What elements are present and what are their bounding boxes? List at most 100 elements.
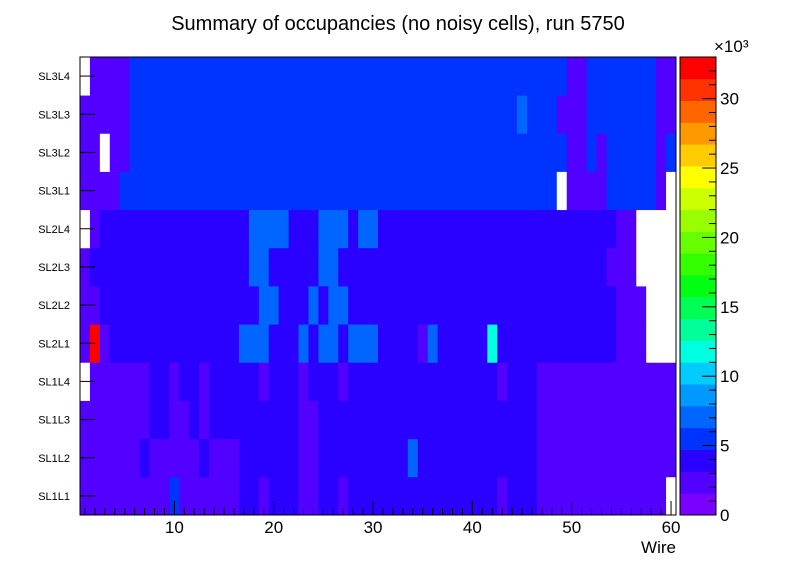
heatmap-cell bbox=[119, 438, 131, 478]
heatmap-cell bbox=[358, 95, 369, 134]
heatmap-cell bbox=[368, 476, 379, 516]
heatmap-cell bbox=[497, 362, 508, 401]
heatmap-cell bbox=[99, 171, 111, 211]
heatmap-cell bbox=[229, 476, 240, 516]
heatmap-cell bbox=[497, 438, 508, 478]
heatmap-cell bbox=[258, 133, 270, 172]
heatmap-cell bbox=[368, 209, 379, 249]
heatmap-cell bbox=[646, 400, 657, 440]
heatmap-cell bbox=[229, 57, 240, 96]
heatmap-cell bbox=[119, 476, 131, 516]
heatmap-cell bbox=[278, 95, 289, 134]
heatmap-cell bbox=[407, 476, 419, 516]
heatmap-cell bbox=[586, 286, 597, 325]
heatmap-cell bbox=[636, 362, 647, 401]
heatmap-cell bbox=[586, 57, 597, 96]
heatmap-cell bbox=[596, 133, 607, 172]
heatmap-cell bbox=[288, 362, 299, 401]
heatmap-cell bbox=[626, 438, 637, 478]
heatmap-cell bbox=[497, 400, 508, 440]
heatmap-cell bbox=[378, 476, 389, 516]
heatmap-cell bbox=[487, 133, 498, 172]
heatmap-cell bbox=[278, 324, 289, 363]
x-tick-label: 60 bbox=[662, 518, 681, 537]
heatmap-cell bbox=[656, 171, 667, 211]
heatmap-cell bbox=[229, 286, 240, 325]
colorbar-tick-label: 30 bbox=[720, 90, 739, 109]
heatmap-cell bbox=[189, 209, 200, 249]
heatmap-cell bbox=[616, 95, 627, 134]
heatmap-cell bbox=[586, 95, 597, 134]
heatmap-cell bbox=[278, 247, 289, 287]
heatmap-cell bbox=[397, 286, 409, 325]
heatmap-cell bbox=[109, 57, 121, 96]
heatmap-cell bbox=[358, 476, 369, 516]
heatmap-cell bbox=[119, 362, 131, 401]
heatmap-cell bbox=[586, 362, 597, 401]
heatmap-cell bbox=[179, 171, 190, 211]
heatmap-cell bbox=[348, 476, 359, 516]
heatmap-cell bbox=[199, 286, 210, 325]
heatmap-cell bbox=[417, 476, 429, 516]
heatmap-cell bbox=[417, 57, 429, 96]
heatmap-cell bbox=[298, 400, 309, 440]
heatmap-cell bbox=[507, 57, 518, 96]
heatmap-cell bbox=[437, 171, 448, 211]
colorbar-swatch bbox=[680, 166, 716, 189]
heatmap-cell bbox=[109, 438, 121, 478]
heatmap-cell bbox=[656, 400, 667, 440]
heatmap-cell bbox=[109, 133, 121, 172]
heatmap-cell bbox=[159, 286, 170, 325]
heatmap-cell bbox=[477, 476, 488, 516]
heatmap-cell bbox=[318, 133, 329, 172]
heatmap-cell bbox=[149, 286, 160, 325]
heatmap-cell bbox=[238, 324, 250, 363]
heatmap-cell bbox=[189, 324, 200, 363]
heatmap-cell bbox=[546, 57, 558, 96]
heatmap-cell bbox=[457, 362, 468, 401]
heatmap-cell bbox=[308, 476, 319, 516]
heatmap-cell bbox=[447, 324, 458, 363]
heatmap-cell bbox=[437, 362, 448, 401]
heatmap-cell bbox=[238, 476, 250, 516]
heatmap-cell bbox=[437, 247, 448, 287]
heatmap-cell bbox=[666, 247, 677, 287]
heatmap-cell bbox=[209, 438, 220, 478]
heatmap-cell bbox=[536, 95, 548, 134]
heatmap-cell bbox=[586, 209, 597, 249]
heatmap-cell bbox=[517, 95, 528, 134]
heatmap-cell bbox=[467, 476, 478, 516]
heatmap-cell bbox=[288, 95, 299, 134]
heatmap-cell bbox=[536, 171, 548, 211]
heatmap-cell bbox=[646, 247, 657, 287]
heatmap-cell bbox=[199, 171, 210, 211]
heatmap-cell bbox=[467, 171, 478, 211]
heatmap-cell bbox=[457, 247, 468, 287]
heatmap-cell bbox=[318, 324, 329, 363]
heatmap-cell bbox=[318, 400, 329, 440]
heatmap-cell bbox=[129, 362, 140, 401]
heatmap-cell bbox=[467, 286, 478, 325]
heatmap-cell bbox=[189, 171, 200, 211]
heatmap-cell bbox=[407, 209, 419, 249]
colorbar-swatch bbox=[680, 144, 716, 167]
heatmap-cell bbox=[566, 95, 578, 134]
heatmap-cell bbox=[477, 438, 488, 478]
heatmap-cell bbox=[358, 362, 369, 401]
heatmap-cell bbox=[119, 95, 131, 134]
heatmap-cell bbox=[238, 286, 250, 325]
heatmap-cell bbox=[636, 57, 647, 96]
heatmap-cell bbox=[427, 438, 438, 478]
heatmap-cell bbox=[109, 95, 121, 134]
heatmap-cell bbox=[199, 95, 210, 134]
heatmap-cell bbox=[566, 133, 578, 172]
heatmap-cell bbox=[139, 324, 150, 363]
heatmap-cell bbox=[119, 209, 131, 249]
heatmap-cell bbox=[477, 171, 488, 211]
heatmap-cell bbox=[407, 247, 419, 287]
heatmap-cell bbox=[288, 400, 299, 440]
heatmap-cell bbox=[556, 57, 568, 96]
heatmap-cell bbox=[606, 133, 617, 172]
heatmap-cell bbox=[457, 476, 468, 516]
colorbar-swatch bbox=[680, 100, 716, 123]
